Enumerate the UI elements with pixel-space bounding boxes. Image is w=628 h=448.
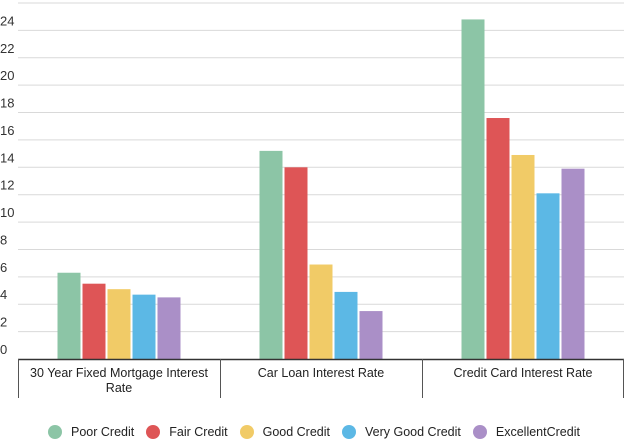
bar	[259, 150, 283, 359]
y-axis-ticks: 02468101214161820222426	[0, 0, 14, 357]
x-category-label: 30 Year Fixed Mortgage Interest	[30, 366, 208, 380]
legend-label: Poor Credit	[71, 425, 135, 439]
y-tick-label: 24	[0, 13, 14, 28]
legend-swatch	[472, 425, 487, 439]
y-tick-label: 0	[0, 342, 7, 357]
y-tick-label: 18	[0, 96, 14, 111]
legend-item: ExcellentCredit	[472, 425, 580, 439]
bar	[334, 291, 358, 359]
legend-label: Very Good Credit	[365, 425, 461, 439]
bar	[57, 272, 81, 359]
y-tick-label: 22	[0, 41, 14, 56]
y-tick-label: 6	[0, 260, 7, 275]
legend-item: Poor Credit	[48, 425, 134, 439]
legend-item: Very Good Credit	[342, 425, 461, 439]
x-axis	[18, 358, 624, 398]
bar	[359, 311, 383, 359]
x-category-label: Rate	[106, 381, 132, 395]
bar	[82, 283, 106, 359]
bar	[107, 289, 131, 359]
bar-chart: 02468101214161820222426 30 Year Fixed Mo…	[0, 0, 624, 398]
x-category-label: Credit Card Interest Rate	[454, 366, 593, 380]
bars	[57, 19, 585, 360]
bar	[284, 167, 308, 359]
bar	[511, 154, 535, 359]
y-tick-label: 2	[0, 315, 7, 330]
y-tick-label: 10	[0, 205, 14, 220]
y-tick-label: 20	[0, 68, 14, 83]
bar	[561, 168, 585, 359]
legend: Poor Credit Fair Credit Good Credit Very Go…	[0, 420, 628, 444]
y-tick-label: 26	[0, 0, 14, 1]
bar	[309, 264, 333, 359]
x-category-label: Car Loan Interest Rate	[258, 366, 385, 380]
y-tick-label: 16	[0, 123, 14, 138]
legend-label: ExcellentCredit	[495, 425, 580, 439]
bar	[132, 294, 156, 359]
legend-swatch	[48, 425, 63, 439]
legend-label: Good Credit	[262, 425, 330, 439]
y-tick-label: 8	[0, 232, 7, 247]
bar	[486, 118, 510, 359]
legend-swatch	[146, 425, 161, 439]
legend-item: Fair Credit	[146, 425, 228, 439]
legend-swatch	[239, 425, 254, 439]
legend-swatch	[342, 425, 356, 439]
bar	[461, 19, 485, 360]
y-tick-label: 14	[0, 150, 14, 165]
y-tick-label: 12	[0, 178, 14, 193]
legend-item: Good Credit	[239, 425, 330, 439]
bar	[157, 297, 181, 359]
legend-label: Fair Credit	[169, 425, 228, 439]
bar	[536, 193, 560, 359]
y-tick-label: 4	[0, 287, 7, 302]
gridlines	[18, 2, 624, 333]
